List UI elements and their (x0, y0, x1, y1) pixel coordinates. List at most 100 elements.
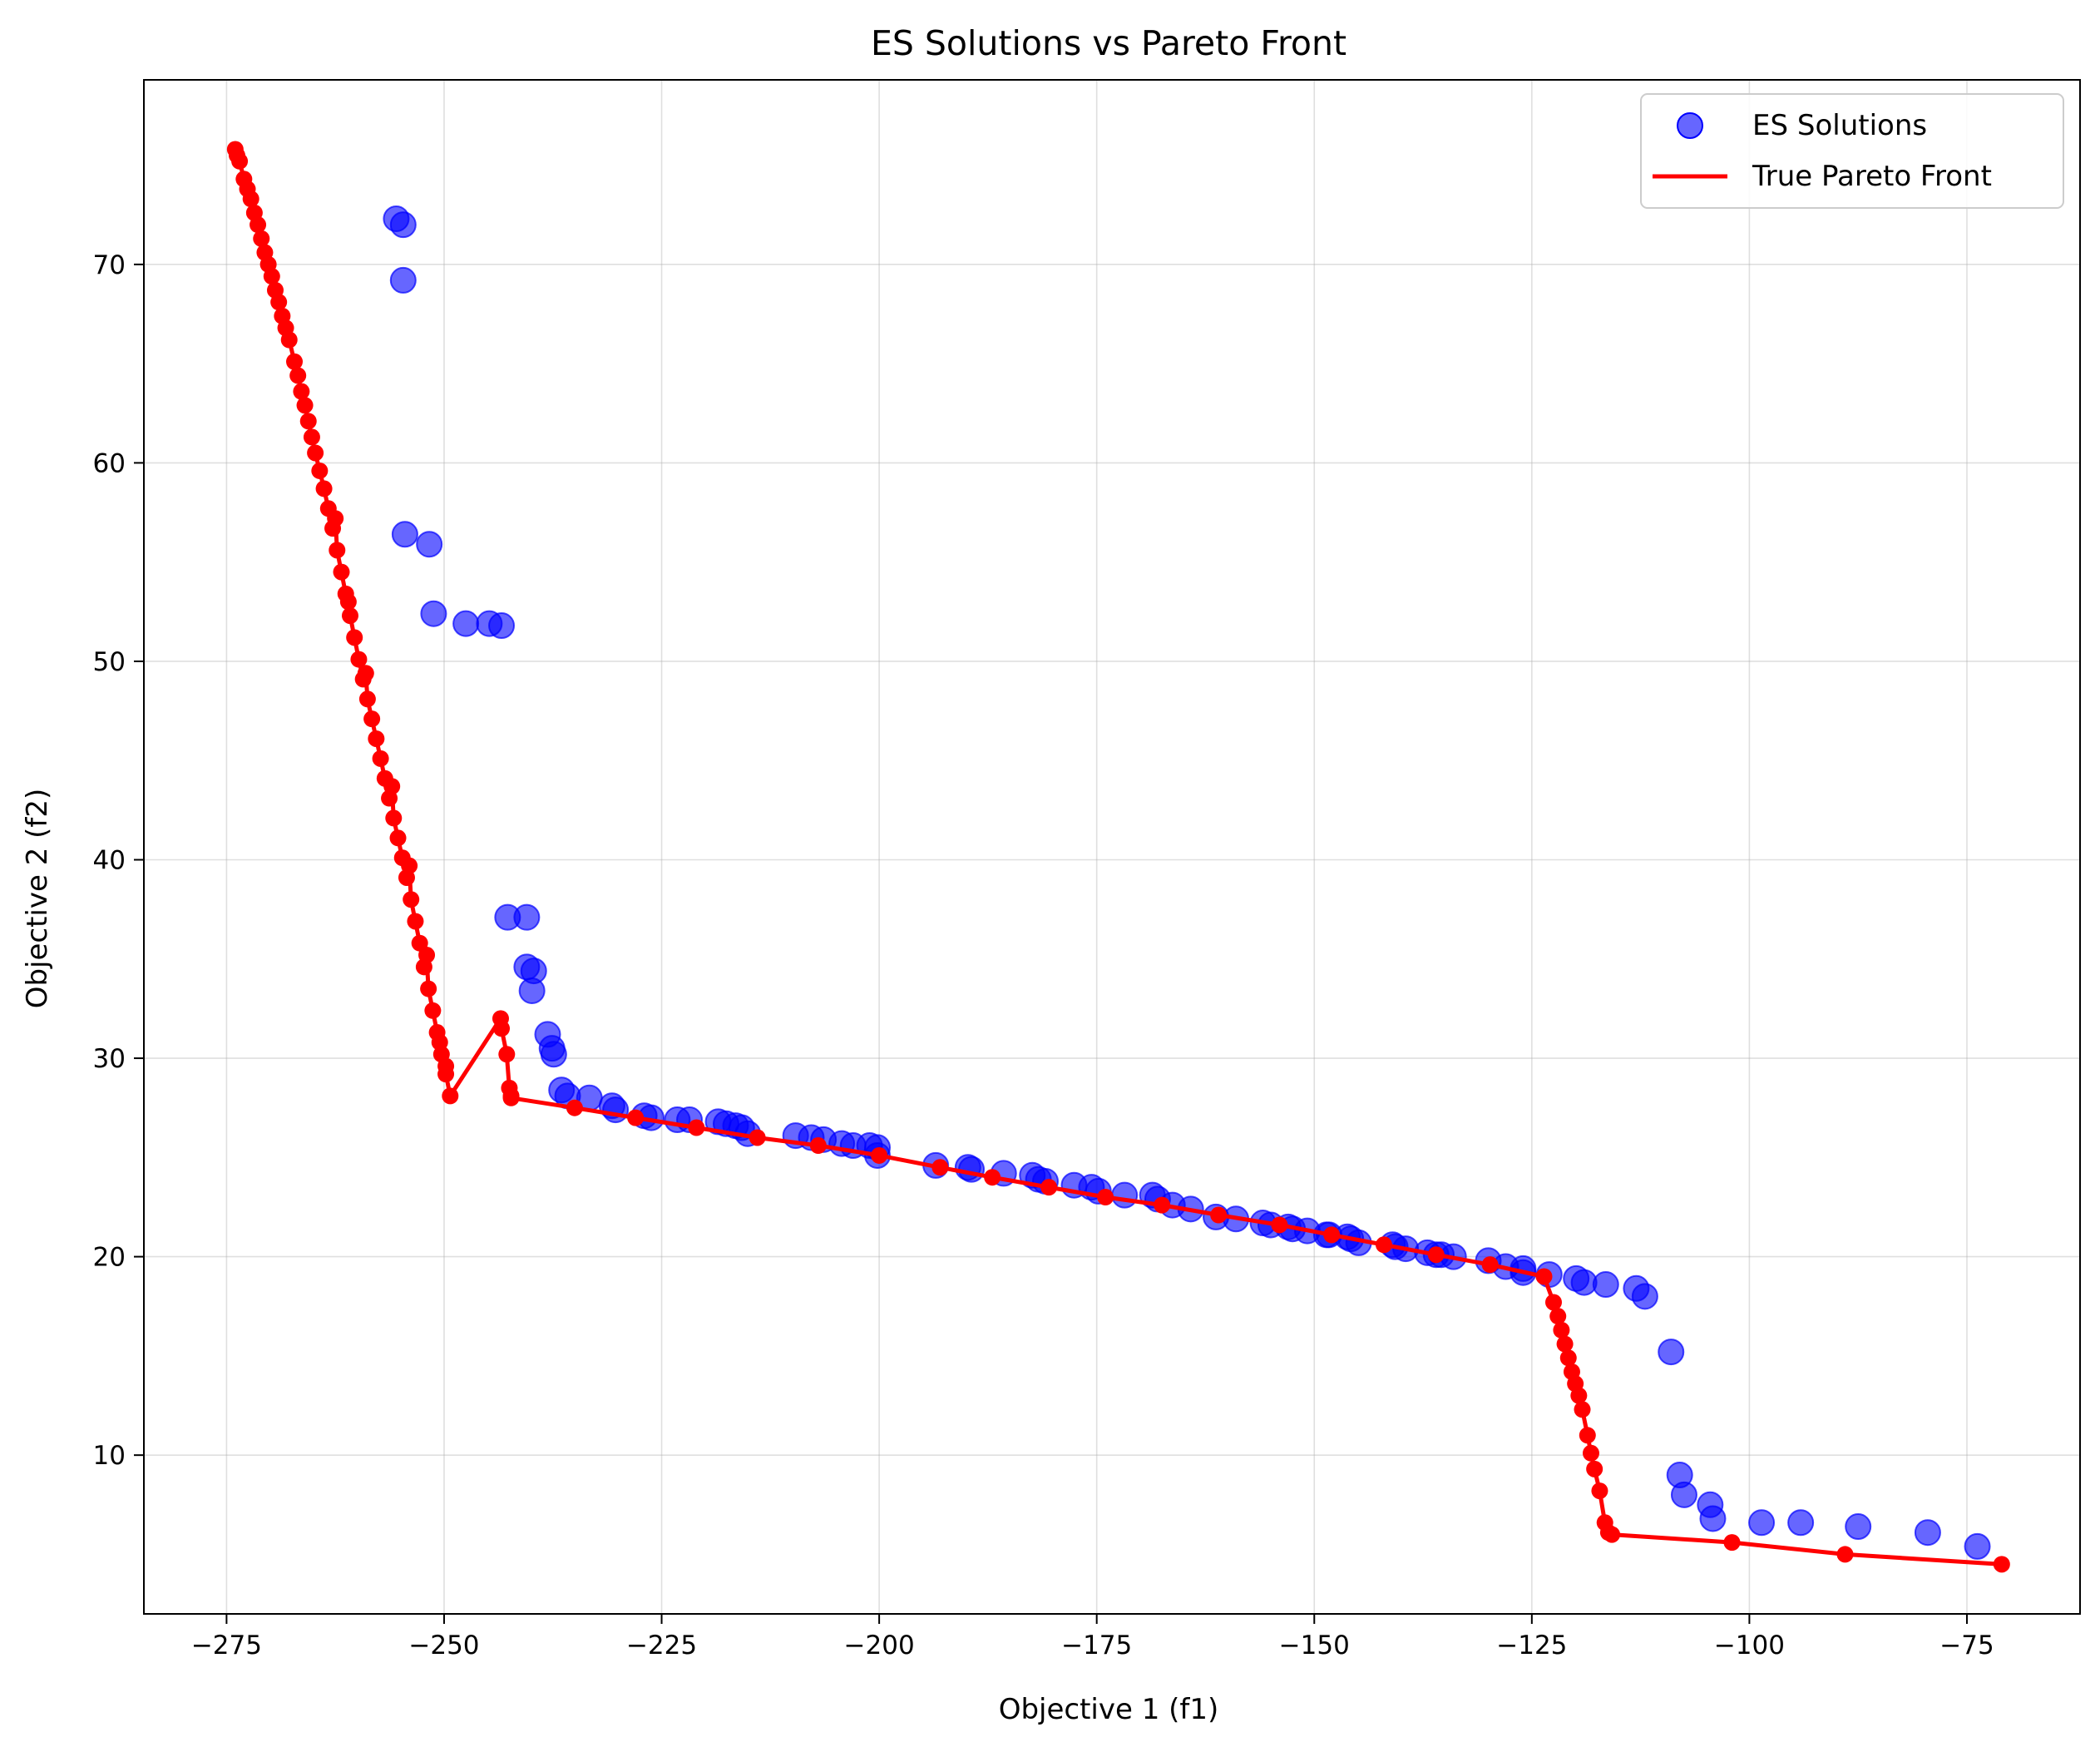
pareto-front-point (1559, 1349, 1577, 1367)
pareto-front-point (286, 353, 304, 370)
pareto-front-point (383, 778, 401, 795)
pareto-front-point (1582, 1444, 1599, 1462)
pareto-front-point (1603, 1526, 1621, 1543)
pareto-front-point (1574, 1401, 1591, 1418)
pareto-front-point (329, 542, 346, 559)
plot-frame (143, 79, 2081, 1615)
es-solution-point (452, 610, 480, 637)
y-tick-label: 50 (93, 647, 126, 677)
es-solution-point (958, 1156, 986, 1183)
pareto-front-point (1154, 1196, 1171, 1214)
pareto-front-point (389, 829, 407, 847)
pareto-front-point (372, 750, 389, 767)
pareto-front-point (368, 730, 385, 747)
pareto-front-point (442, 1087, 459, 1105)
pareto-front-point (401, 857, 418, 874)
es-solution-point (389, 266, 417, 294)
pareto-front-point (333, 563, 350, 581)
pareto-front-point (1591, 1482, 1608, 1500)
es-solution-point (513, 903, 541, 931)
pareto-front-point (1040, 1179, 1058, 1196)
y-tick-label: 10 (93, 1441, 126, 1471)
pareto-front-point (293, 383, 310, 400)
pareto-front-point (1553, 1321, 1570, 1339)
pareto-front-point (403, 891, 420, 908)
pareto-front-point (357, 665, 374, 682)
legend-label-true-pareto-front: True Pareto Front (1752, 160, 1992, 193)
y-axis-ticks: 10 20 30 40 50 60 70 (93, 250, 144, 1471)
pareto-front-point (1556, 1335, 1574, 1353)
pareto-front-point (502, 1089, 520, 1106)
pareto-front-point (1427, 1246, 1445, 1264)
pareto-front-point (307, 444, 324, 462)
pareto-front-point (263, 268, 280, 285)
y-tick-label: 40 (93, 846, 126, 876)
pareto-front-point (1579, 1427, 1596, 1444)
pareto-front-point (749, 1129, 766, 1146)
x-axis-ticks: −275 −250 −225 −200 −175 −150 −125 −100 −75 (191, 1614, 1994, 1660)
pareto-front-point (315, 480, 333, 497)
pareto-front-point (270, 294, 288, 311)
x-tick-label: −175 (1061, 1631, 1132, 1660)
x-tick-label: −150 (1279, 1631, 1350, 1660)
pareto-front-point (1570, 1387, 1588, 1404)
es-solution-point (1748, 1509, 1776, 1537)
es-solution-point (540, 1041, 567, 1068)
pareto-front-point (493, 1020, 511, 1037)
legend-marker-es-solutions (1677, 112, 1703, 139)
es-solution-point (1787, 1509, 1815, 1537)
pareto-front-point (437, 1057, 455, 1075)
pareto-front-point (250, 216, 267, 234)
pareto-front-point (931, 1159, 949, 1176)
es-solution-point (1699, 1505, 1727, 1532)
es-solution-point (1964, 1532, 1991, 1560)
pareto-front-point (385, 809, 403, 827)
pareto-front-point (1586, 1460, 1603, 1477)
es-solution-point (389, 211, 417, 239)
x-axis-label: Objective 1 (f1) (999, 1693, 1219, 1726)
es-solution-point (518, 977, 546, 1004)
pareto-front-point (1097, 1189, 1114, 1206)
pareto-front-point (431, 1033, 448, 1051)
x-tick-label: −250 (408, 1631, 479, 1660)
es-solution-point (1111, 1181, 1139, 1209)
pareto-front-point (498, 1046, 516, 1063)
pareto-front-point (299, 413, 317, 430)
pareto-front-point (1723, 1534, 1741, 1552)
y-axis-label: Objective 2 (f2) (21, 789, 54, 1009)
es-solution-point (416, 531, 443, 558)
y-tick-label: 30 (93, 1044, 126, 1074)
pareto-front-point (1323, 1226, 1341, 1244)
pareto-front-point (566, 1099, 583, 1116)
pareto-front-point (358, 690, 376, 708)
grid-lines (144, 80, 2080, 1614)
es-solution-point (488, 612, 516, 640)
es-solution-point (420, 600, 447, 627)
es-solution-point (1670, 1481, 1697, 1508)
pareto-front-point (311, 462, 329, 479)
pareto-front-point (339, 593, 357, 611)
pareto-front-point (280, 331, 298, 349)
pareto-front-point (253, 230, 270, 247)
legend-label-es-solutions: ES Solutions (1752, 109, 1927, 142)
pareto-front-point (242, 191, 259, 208)
pareto-front-point (303, 428, 320, 446)
pareto-front-point (327, 510, 344, 527)
pareto-front-point (424, 1002, 442, 1019)
y-tick-label: 20 (93, 1243, 126, 1273)
x-tick-label: −225 (626, 1631, 697, 1660)
pareto-front-point (1535, 1268, 1553, 1285)
es-solution-point (391, 521, 418, 548)
pareto-front-point (363, 710, 381, 728)
pareto-front-point (420, 980, 437, 997)
pareto-front-point (350, 651, 368, 668)
x-tick-label: −125 (1496, 1631, 1567, 1660)
pareto-front-point (418, 947, 436, 964)
x-tick-label: −75 (1939, 1631, 1994, 1660)
pareto-front-point (1481, 1256, 1499, 1274)
pareto-front-point (984, 1169, 1001, 1186)
pareto-front-point (1271, 1216, 1288, 1234)
y-tick-label: 70 (93, 250, 126, 280)
